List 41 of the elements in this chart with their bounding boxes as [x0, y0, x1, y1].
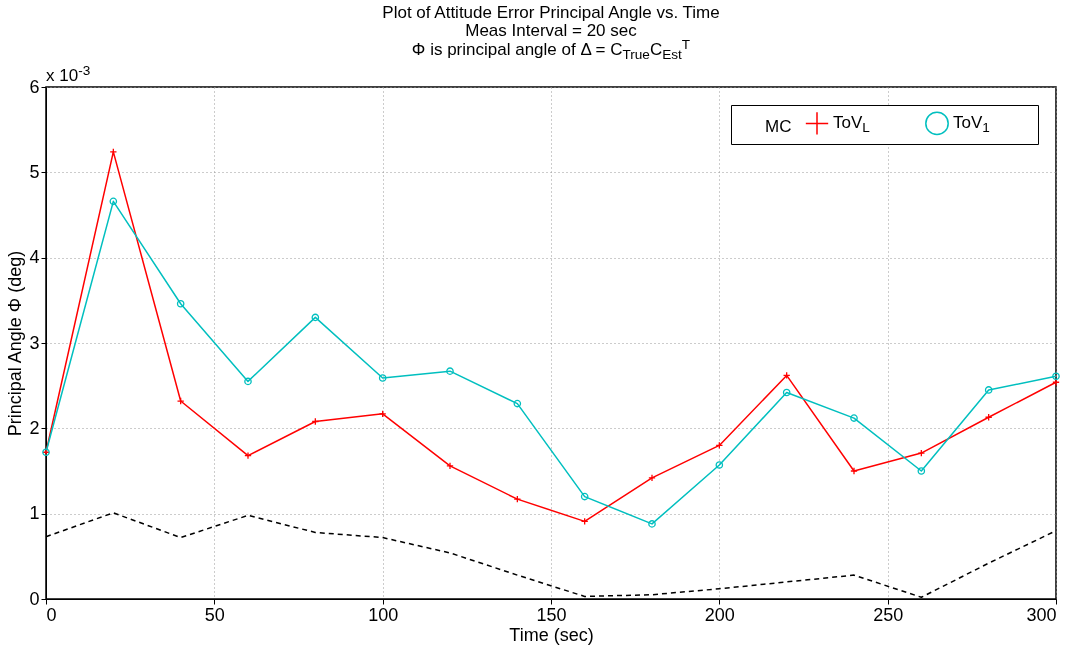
- y-axis-title: Principal Angle Φ (deg): [5, 250, 26, 437]
- point: [850, 414, 858, 422]
- chart-title: Plot of Attitude Error Principal Angle vs. Time: [382, 3, 720, 22]
- point: [176, 299, 185, 308]
- text: x 10$^{-3}$: [46, 62, 91, 85]
- point: [984, 386, 993, 394]
- x-tick-label: 300: [1026, 604, 1057, 625]
- y-tick-label: 1: [29, 503, 40, 524]
- y-tick-label: 3: [29, 332, 40, 353]
- point: [311, 313, 320, 322]
- point: [917, 449, 926, 457]
- point: [446, 462, 454, 470]
- y-tick-label: 2: [29, 417, 40, 438]
- x-tick-label: 200: [704, 604, 735, 625]
- x-tick-label: 100: [368, 604, 399, 625]
- point: [513, 399, 522, 408]
- text: MC: [765, 116, 792, 136]
- point: [648, 474, 656, 482]
- x-axis-title: Time (sec): [509, 624, 594, 645]
- point: [244, 451, 252, 460]
- y-tick-label: 5: [29, 161, 40, 182]
- point: [176, 397, 185, 405]
- legend-label: ToV$_{L}$: [833, 113, 871, 136]
- point: [648, 520, 656, 528]
- y-tick-label: 6: [29, 76, 40, 97]
- y-tick-label: 0: [29, 588, 40, 609]
- point: [244, 377, 252, 386]
- point: [446, 367, 454, 375]
- x-tick-label: 0: [46, 604, 57, 625]
- legend-label: ToV$_{1}$: [953, 113, 990, 136]
- point: [580, 492, 589, 501]
- point: [109, 197, 118, 206]
- point: [782, 388, 791, 397]
- x-tick-label: 150: [536, 604, 567, 625]
- y-tick-label: 4: [29, 247, 40, 268]
- point: [850, 467, 858, 475]
- x-tick-label: 50: [204, 604, 225, 625]
- x-tick-label: 250: [873, 604, 904, 625]
- point: [715, 461, 724, 469]
- point: [917, 467, 926, 475]
- point: [378, 374, 387, 382]
